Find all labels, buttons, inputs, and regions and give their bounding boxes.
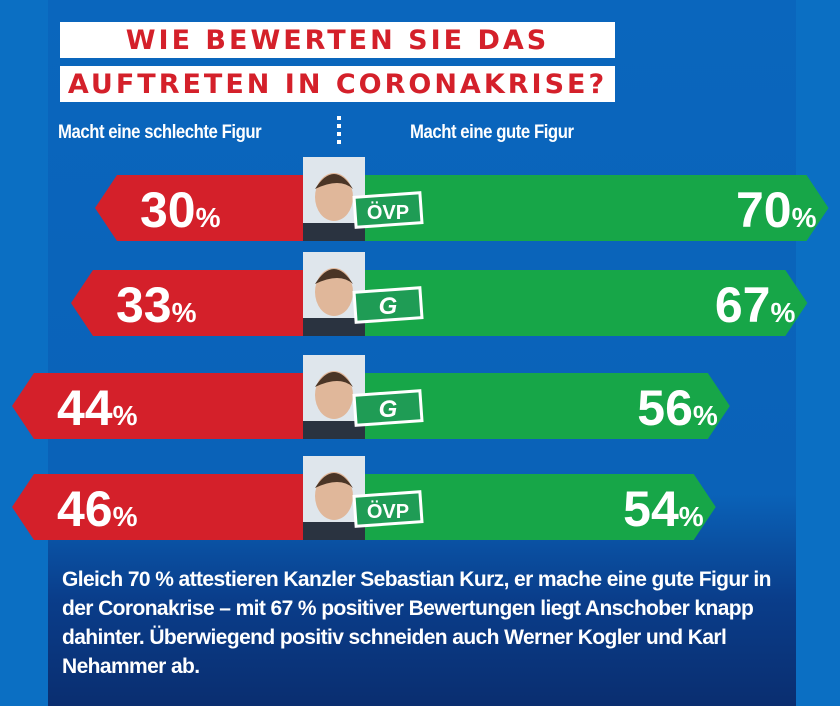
legend-positive: Macht eine gute Figur bbox=[410, 122, 574, 143]
party-label: ÖVP bbox=[367, 500, 409, 523]
party-logo-oevp-icon: ÖVP bbox=[352, 191, 424, 229]
bar-positive bbox=[335, 175, 829, 241]
party-label: G bbox=[379, 396, 398, 423]
bar-negative bbox=[12, 474, 335, 540]
label-negative: 46% bbox=[57, 481, 138, 537]
bar-negative bbox=[95, 175, 335, 241]
title-line-2: AUFTRETEN IN CORONAKRISE? bbox=[60, 66, 615, 102]
summary-text: Gleich 70 % attestieren Kanzler Sebastia… bbox=[62, 568, 772, 678]
party-logo-oevp-icon: ÖVP bbox=[352, 490, 424, 528]
label-positive: 54% bbox=[623, 481, 704, 537]
party-logo-gruene-icon: G bbox=[352, 389, 424, 427]
row-1: 30% 70%ÖVP bbox=[95, 157, 829, 241]
background-panel bbox=[48, 0, 796, 706]
bar-positive bbox=[335, 373, 730, 439]
row-3: 44% 56%G bbox=[12, 355, 730, 439]
bar-positive bbox=[335, 474, 716, 540]
legend-negative: Macht eine schlechte Figur bbox=[58, 122, 262, 143]
bar-negative bbox=[12, 373, 335, 439]
bar-negative bbox=[71, 270, 335, 336]
title-line-1: WIE BEWERTEN SIE DAS bbox=[60, 22, 615, 58]
center-divider bbox=[337, 116, 341, 148]
bar-positive bbox=[335, 270, 808, 336]
party-label: ÖVP bbox=[367, 201, 409, 224]
diverging-bar-chart: 30% 70%ÖVP 33% 67%G 44% 56%G 46% 54% ÖVP bbox=[12, 157, 829, 540]
row-4: 46% 54% ÖVP bbox=[12, 456, 716, 540]
party-logo-gruene-icon: G bbox=[352, 286, 424, 324]
row-2: 33% 67%G bbox=[71, 252, 808, 336]
party-label: G bbox=[379, 293, 398, 320]
